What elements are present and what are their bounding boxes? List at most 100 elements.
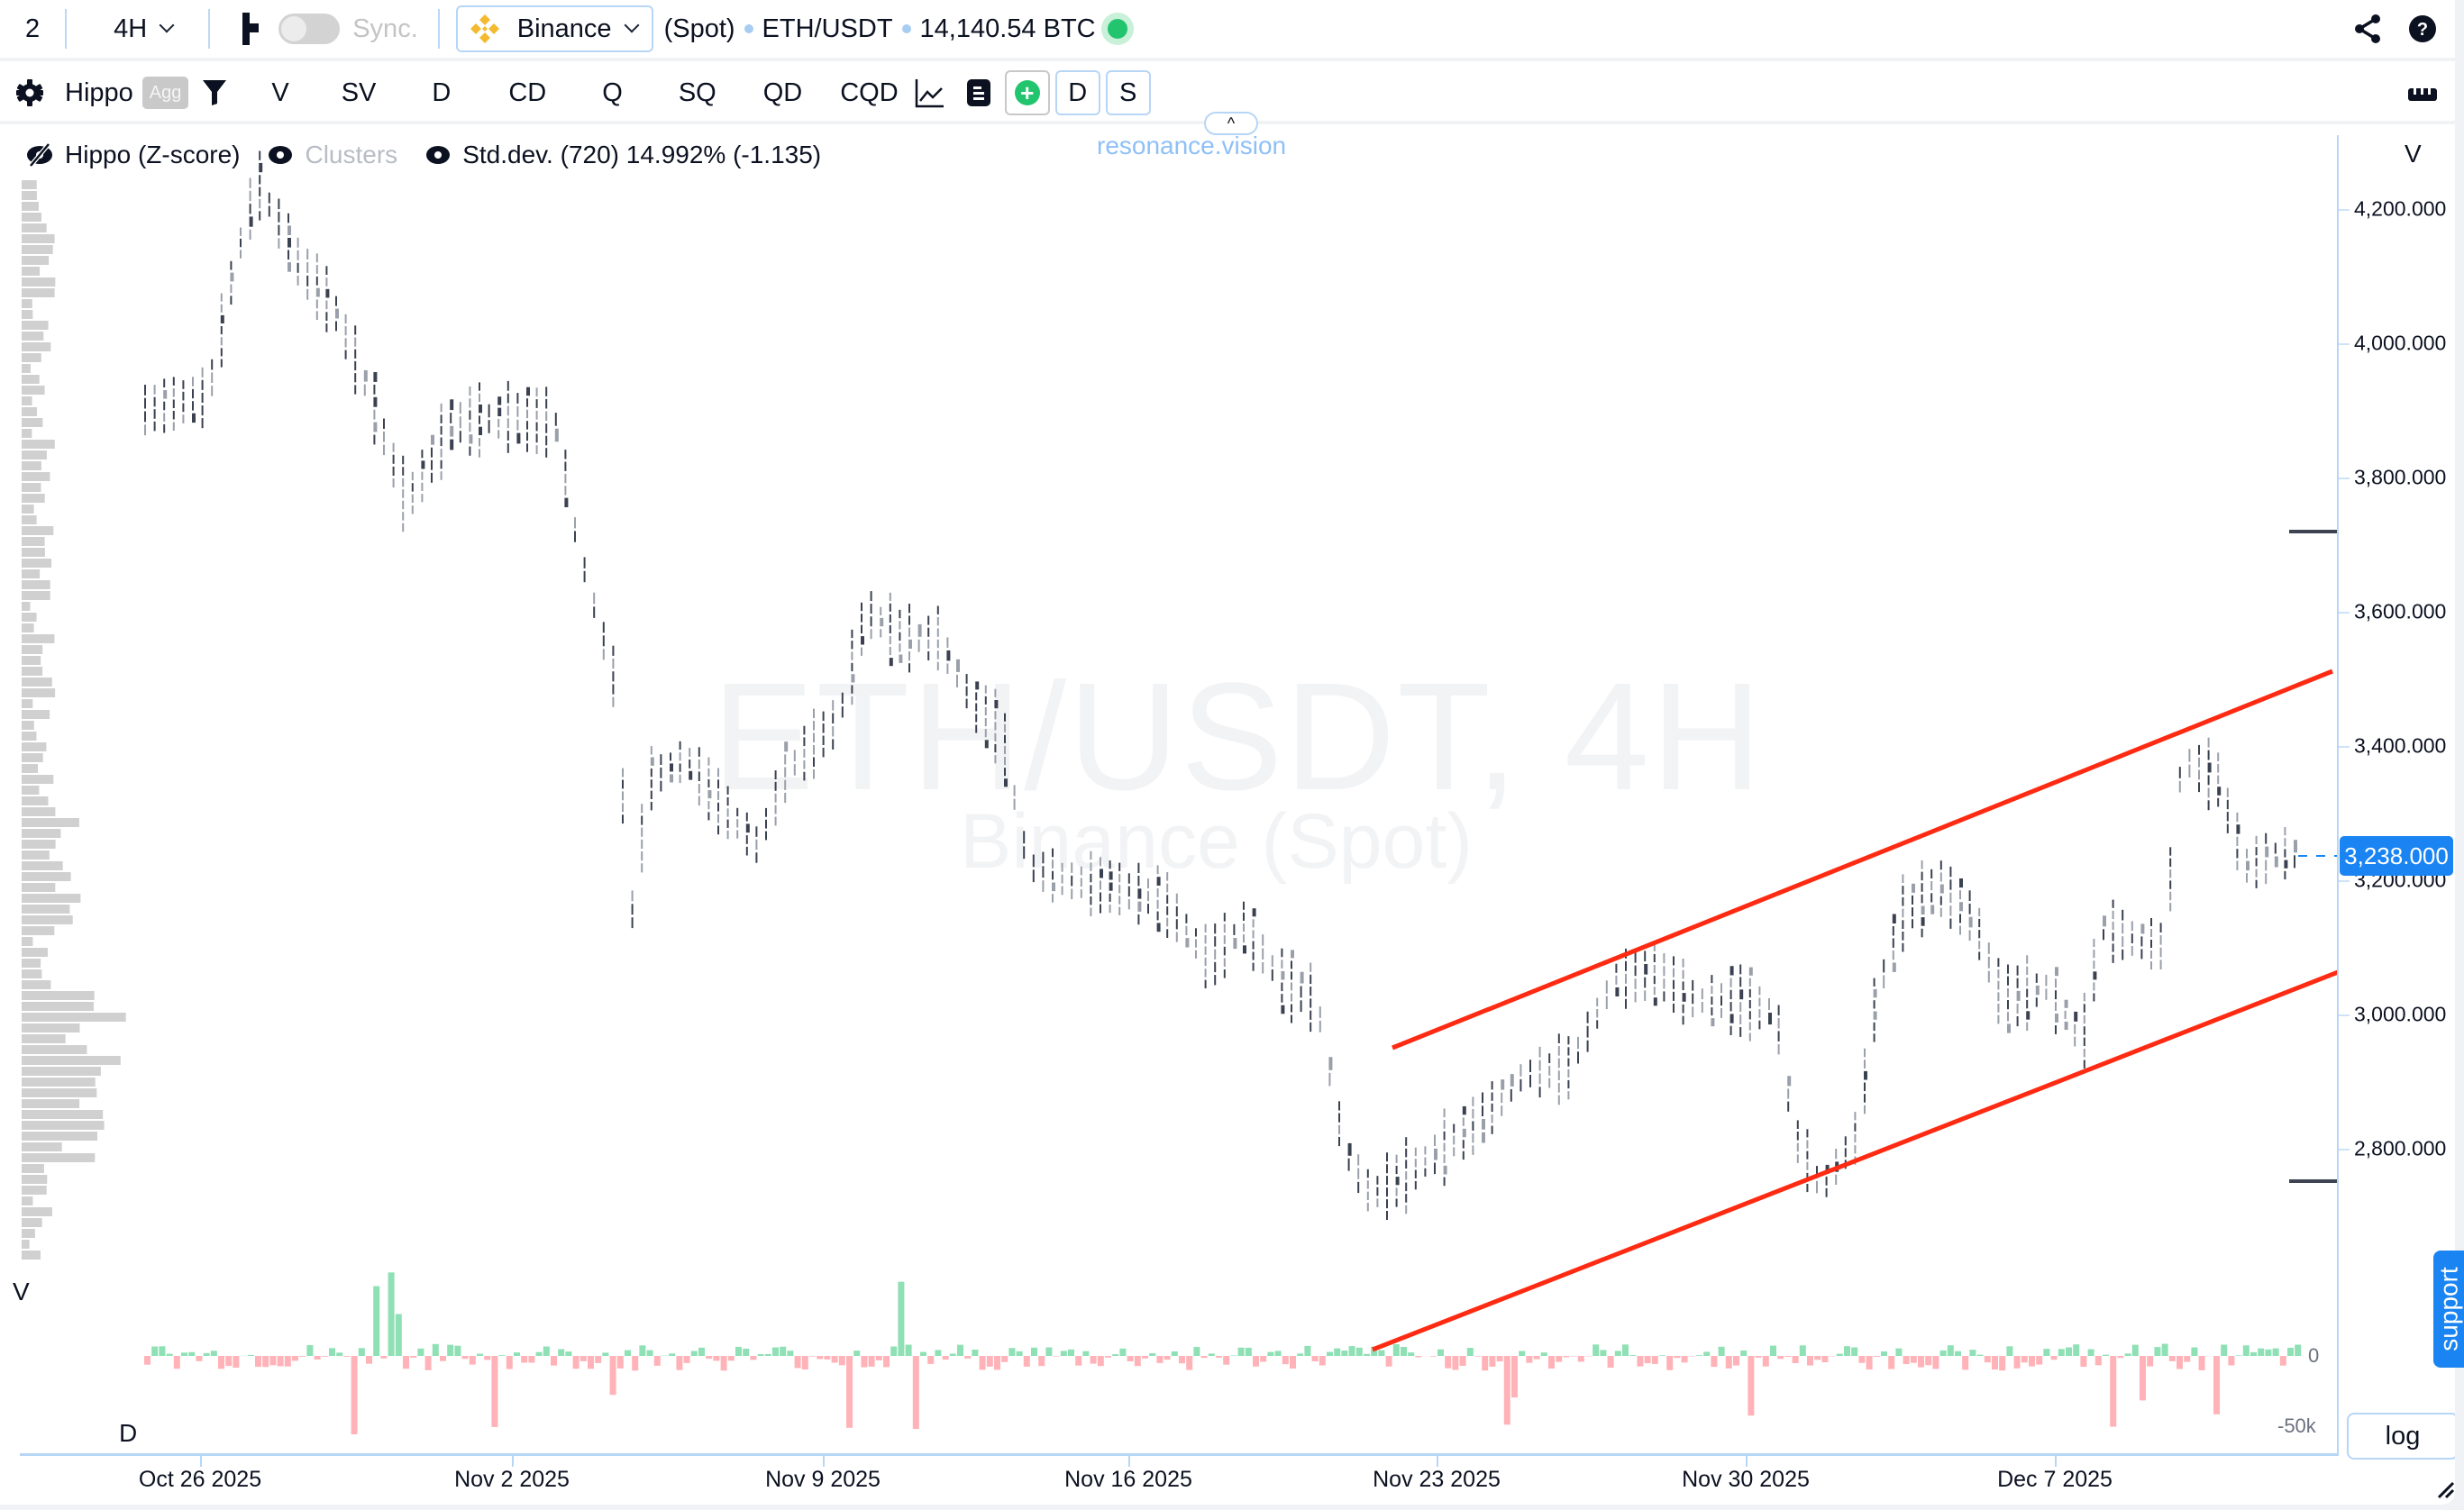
price-axis-mode-label[interactable]: V bbox=[2405, 140, 2422, 168]
toggle-s-button[interactable]: S bbox=[1105, 70, 1151, 115]
toggle-d-button[interactable]: D bbox=[1054, 70, 1100, 115]
price-tick bbox=[2339, 612, 2350, 614]
volume-24h: 14,140.54 BTC bbox=[919, 14, 1096, 43]
ruler-icon[interactable] bbox=[2408, 85, 2437, 101]
watermark-subtitle: Binance (Spot) bbox=[960, 798, 1473, 885]
help-icon[interactable]: ? bbox=[2408, 14, 2437, 43]
legend: Hippo (Z-score) Clusters Std.dev. (720) … bbox=[25, 141, 848, 169]
price-tick-label: 3,000.000 bbox=[2354, 1002, 2447, 1026]
price-tick bbox=[2339, 880, 2350, 882]
legend-hippo-label: Hippo (Z-score) bbox=[65, 141, 241, 168]
eye-off-icon[interactable] bbox=[25, 141, 54, 169]
add-indicator-button[interactable]: + bbox=[1004, 70, 1050, 115]
time-tick-label: Nov 2 2025 bbox=[454, 1467, 570, 1492]
price-tick bbox=[2339, 209, 2350, 211]
tb-button-sv[interactable]: SV bbox=[341, 77, 377, 107]
time-tick bbox=[1437, 1456, 1438, 1467]
sync-label: Sync. bbox=[352, 14, 418, 43]
price-tick bbox=[2339, 1149, 2350, 1151]
chevron-down-icon bbox=[624, 17, 640, 33]
time-axis[interactable] bbox=[20, 1453, 2339, 1456]
exchange-name: Binance bbox=[516, 14, 612, 43]
current-price-label: 3,238.000 bbox=[2340, 836, 2453, 876]
tb-button-qd[interactable]: QD bbox=[762, 77, 803, 107]
tb-button-q[interactable]: Q bbox=[602, 77, 623, 107]
price-tick-label: 4,200.000 bbox=[2354, 196, 2447, 221]
notes-icon[interactable] bbox=[966, 79, 990, 106]
collapse-toolbar-button[interactable]: ^ bbox=[1204, 112, 1258, 135]
log-scale-button[interactable]: log bbox=[2347, 1413, 2455, 1460]
price-tick-label: 3,800.000 bbox=[2354, 465, 2447, 489]
sync-toggle[interactable] bbox=[278, 14, 341, 44]
agg-button[interactable]: Agg bbox=[141, 77, 189, 109]
resize-handle-icon[interactable] bbox=[2437, 1481, 2455, 1499]
layout-number[interactable]: 2 bbox=[25, 14, 41, 43]
brand-link[interactable]: resonance.vision bbox=[1097, 132, 1287, 159]
indicator-name[interactable]: Hippo bbox=[65, 77, 133, 107]
watermark-title: ETH/USDT, 4H bbox=[712, 651, 1764, 823]
trend-channel-line bbox=[1372, 969, 2337, 1352]
delta-zero-label: 0 bbox=[2308, 1344, 2320, 1367]
price-tick-label: 2,800.000 bbox=[2354, 1136, 2447, 1160]
time-tick-label: Dec 7 2025 bbox=[1997, 1467, 2113, 1492]
gear-icon[interactable] bbox=[16, 79, 43, 106]
plus-icon: + bbox=[1014, 80, 1040, 105]
trend-channel-line bbox=[1392, 669, 2333, 1051]
time-tick-label: Nov 16 2025 bbox=[1064, 1467, 1192, 1492]
legend-stddev-label: Std.dev. (720) 14.992% (-1.135) bbox=[462, 141, 822, 168]
time-tick-label: Oct 26 2025 bbox=[138, 1467, 262, 1492]
time-tick bbox=[1746, 1456, 1748, 1467]
chevron-down-icon bbox=[159, 17, 175, 33]
connection-status-icon bbox=[1100, 13, 1134, 45]
price-tick-label: 3,400.000 bbox=[2354, 733, 2447, 758]
price-tick-label: 4,000.000 bbox=[2354, 331, 2447, 355]
time-tick bbox=[200, 1456, 202, 1467]
divider bbox=[208, 9, 211, 49]
legend-clusters[interactable]: Clusters bbox=[267, 141, 397, 169]
legend-stddev[interactable]: Std.dev. (720) 14.992% (-1.135) bbox=[424, 141, 821, 169]
tb-button-d[interactable]: D bbox=[432, 77, 452, 107]
price-tick bbox=[2339, 1014, 2350, 1016]
binance-logo-icon bbox=[470, 14, 499, 43]
timeframe-select[interactable]: 4H bbox=[114, 14, 175, 44]
legend-clusters-label: Clusters bbox=[305, 141, 398, 168]
level-marker bbox=[2289, 1179, 2337, 1183]
volume-profile-label: V bbox=[13, 1278, 30, 1305]
tb-button-cd[interactable]: CD bbox=[508, 77, 547, 107]
tb-button-sq[interactable]: SQ bbox=[678, 77, 716, 107]
share-icon[interactable] bbox=[2354, 14, 2381, 43]
svg-text:?: ? bbox=[2417, 20, 2428, 40]
eye-icon[interactable] bbox=[424, 141, 452, 168]
separator-dot bbox=[744, 24, 753, 33]
price-tick bbox=[2339, 343, 2350, 345]
line-chart-icon[interactable] bbox=[915, 77, 945, 108]
time-tick bbox=[823, 1456, 825, 1467]
separator-dot bbox=[901, 24, 911, 33]
tb-button-v[interactable]: V bbox=[271, 77, 289, 107]
tb-button-cqd[interactable]: CQD bbox=[840, 77, 899, 107]
time-tick bbox=[1128, 1456, 1130, 1467]
price-tick bbox=[2339, 478, 2350, 479]
top-bar: 2 4H Sync. Binance (Sp bbox=[0, 0, 2455, 61]
price-chart-canvas[interactable] bbox=[0, 135, 2337, 1455]
time-tick bbox=[2055, 1456, 2057, 1467]
eye-icon[interactable] bbox=[267, 141, 294, 168]
time-tick-label: Nov 30 2025 bbox=[1682, 1467, 1810, 1492]
delta-pane-label: D bbox=[119, 1419, 138, 1447]
layout-icon[interactable] bbox=[241, 13, 260, 45]
time-tick-label: Nov 23 2025 bbox=[1373, 1467, 1501, 1492]
support-label: support bbox=[2435, 1267, 2463, 1351]
price-axis[interactable] bbox=[2337, 135, 2339, 1455]
level-marker bbox=[2289, 530, 2337, 533]
pair-name[interactable]: ETH/USDT bbox=[762, 14, 893, 43]
divider bbox=[65, 9, 68, 49]
delta-min-label: -50k bbox=[2277, 1414, 2316, 1437]
time-tick-label: Nov 9 2025 bbox=[765, 1467, 881, 1492]
legend-hippo[interactable]: Hippo (Z-score) bbox=[25, 141, 240, 169]
time-tick bbox=[512, 1456, 514, 1467]
price-tick-label: 3,600.000 bbox=[2354, 599, 2447, 623]
support-tab[interactable]: support bbox=[2433, 1251, 2464, 1368]
filter-icon[interactable] bbox=[203, 80, 227, 105]
exchange-select[interactable]: Binance bbox=[455, 5, 653, 52]
